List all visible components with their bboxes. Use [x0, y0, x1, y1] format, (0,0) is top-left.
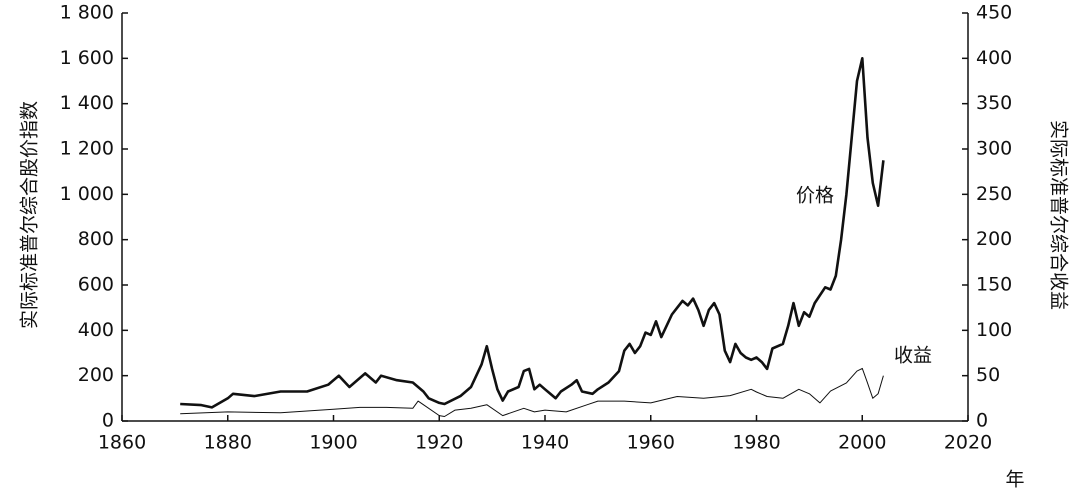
- series-line: [180, 57, 885, 409]
- y2-tick-label: 200: [976, 228, 1012, 250]
- y-tick-label: 1 400: [60, 92, 114, 114]
- x-tick-label: 1880: [204, 432, 252, 454]
- x-tick-label: 1960: [627, 432, 675, 454]
- y2-tick-label: 300: [976, 138, 1012, 160]
- y2-tick-label: 350: [976, 92, 1012, 114]
- x-axis-label: 年: [1005, 469, 1024, 491]
- y2-axis-label: 实际标准普尔综合收益: [1048, 120, 1070, 310]
- y-tick-label: 1 600: [60, 47, 114, 69]
- y-axis-label: 实际标准普尔综合股价指数: [19, 101, 41, 329]
- x-tick-label: 1900: [309, 432, 357, 454]
- y2-tick-label: 0: [976, 410, 988, 432]
- series-annotation: 价格: [796, 185, 834, 207]
- x-tick-label: 2020: [944, 432, 992, 454]
- x-tick-label: 1980: [732, 432, 780, 454]
- y2-tick-label: 50: [976, 364, 1000, 386]
- series-annotation: 收益: [894, 345, 932, 367]
- y2-tick-label: 450: [976, 2, 1012, 24]
- y2-tick-label: 150: [976, 274, 1012, 296]
- y-tick-label: 1 000: [60, 183, 114, 205]
- y2-tick-label: 250: [976, 183, 1012, 205]
- y-tick-label: 1 200: [60, 138, 114, 160]
- x-tick-label: 1860: [98, 432, 146, 454]
- y-tick-label: 600: [78, 274, 114, 296]
- y-tick-label: 200: [78, 364, 114, 386]
- y2-tick-label: 400: [976, 47, 1012, 69]
- x-tick-label: 1940: [521, 432, 569, 454]
- y-tick-label: 800: [78, 228, 114, 250]
- x-tick-label: 2000: [838, 432, 886, 454]
- x-tick-label: 1920: [415, 432, 463, 454]
- y-tick-label: 1 800: [60, 2, 114, 24]
- y-tick-label: 400: [78, 319, 114, 341]
- y2-tick-label: 100: [976, 319, 1012, 341]
- series-line: [180, 367, 884, 417]
- y-tick-label: 0: [102, 410, 114, 432]
